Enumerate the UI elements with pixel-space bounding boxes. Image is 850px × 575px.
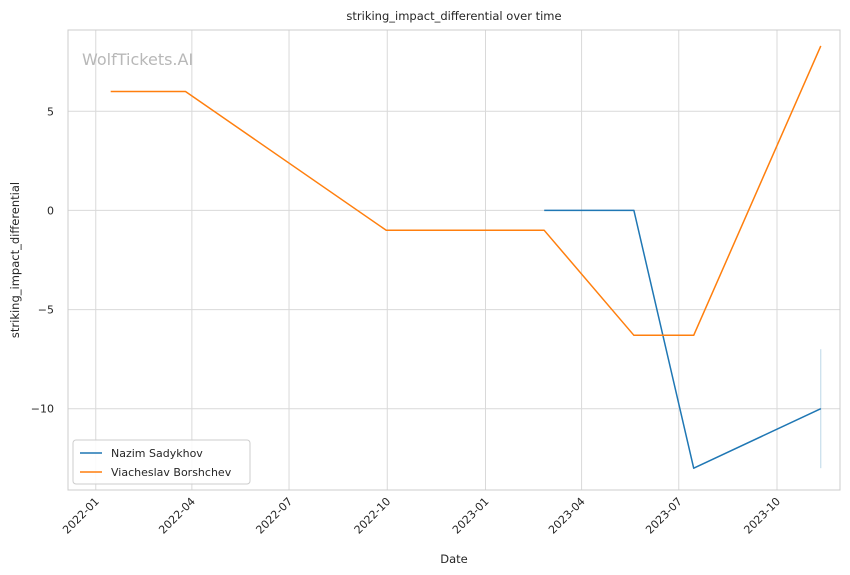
series-line-nazim-sadykhov	[544, 209, 822, 469]
x-tick-label: 2022-01	[60, 495, 102, 537]
legend-label: Viacheslav Borshchev	[111, 466, 232, 479]
y-tick-label: −5	[38, 304, 54, 317]
x-axis-ticks: 2022-01 2022-04 2022-07 2022-10 2023-01 2023-…	[60, 495, 783, 537]
watermark: WolfTickets.AI	[82, 50, 193, 69]
chart-title: striking_impact_differential over time	[346, 9, 561, 23]
y-axis-label: striking_impact_differential	[8, 182, 22, 338]
legend: Nazim Sadykhov Viacheslav Borshchev	[72, 439, 251, 485]
x-tick-label: 2023-04	[546, 495, 588, 537]
legend-label: Nazim Sadykhov	[111, 447, 203, 460]
y-tick-label: 5	[47, 105, 54, 118]
plot-frame	[67, 29, 841, 491]
y-axis-ticks: 5 0 −5 −10	[31, 105, 54, 415]
x-axis-label: Date	[440, 552, 468, 566]
x-tick-label: 2022-07	[253, 495, 295, 537]
legend-box	[72, 439, 251, 485]
series-line-viacheslav-borshchev	[110, 45, 822, 337]
series-lines	[110, 45, 822, 469]
y-tick-label: −10	[31, 403, 54, 416]
grid	[68, 30, 840, 490]
x-tick-label: 2023-07	[643, 495, 685, 537]
x-tick-label: 2022-04	[156, 495, 198, 537]
y-tick-label: 0	[47, 204, 54, 217]
x-tick-label: 2023-10	[741, 495, 783, 537]
x-tick-label: 2023-01	[450, 495, 492, 537]
x-tick-label: 2022-10	[352, 495, 394, 537]
